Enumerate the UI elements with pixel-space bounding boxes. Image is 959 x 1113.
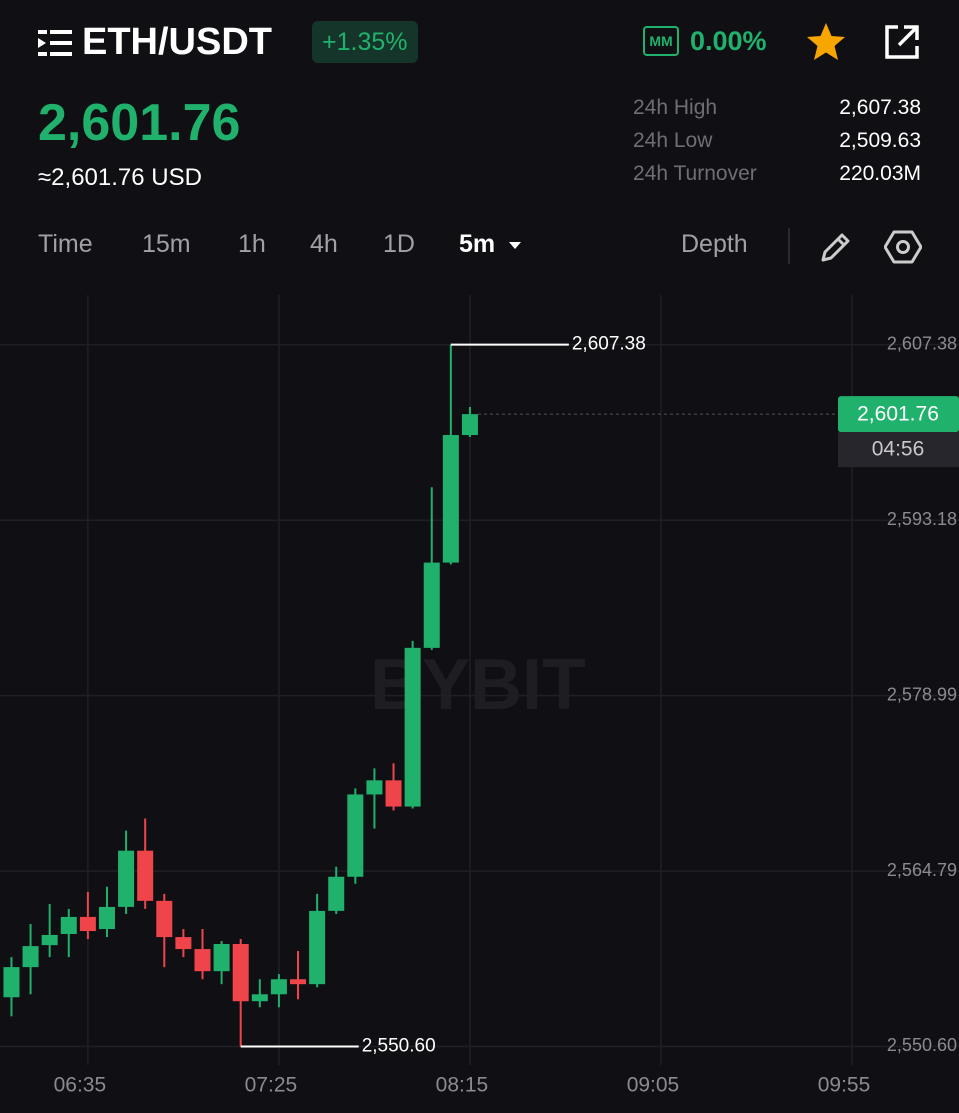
- candle-body: [423, 562, 440, 648]
- usd-price: ≈2,601.76 USD: [38, 164, 202, 191]
- countdown-box: [838, 432, 959, 468]
- candle-body: [137, 850, 154, 901]
- candle-body: [385, 780, 402, 807]
- watermark: BYBIT: [370, 645, 586, 725]
- change-badge: +1.35%: [312, 21, 418, 63]
- candle-body: [22, 946, 39, 968]
- mm-badge[interactable]: MM: [643, 26, 679, 56]
- candle-body: [41, 934, 58, 946]
- countdown: 04:56: [872, 438, 925, 461]
- candle-body: [347, 794, 364, 877]
- x-tick-label: 09:05: [627, 1074, 680, 1097]
- last-price-label: 2,601.76: [857, 403, 939, 426]
- y-tick-label: 2,564.79: [887, 860, 957, 880]
- timeframe-tab[interactable]: 4h: [310, 230, 338, 258]
- timeframe-tab[interactable]: 1D: [383, 230, 415, 258]
- separator: [788, 228, 790, 264]
- favorite-star[interactable]: [804, 21, 848, 63]
- timeframe-tab[interactable]: 1h: [238, 230, 266, 258]
- candle-body: [309, 910, 326, 985]
- mm-value: 0.00%: [690, 26, 767, 56]
- menu-icon[interactable]: [38, 30, 72, 56]
- y-tick-label: 2,607.38: [887, 333, 957, 353]
- candle-body: [290, 979, 307, 985]
- x-tick-label: 06:35: [54, 1074, 107, 1097]
- candle-body: [156, 900, 173, 938]
- candle-body: [270, 979, 287, 995]
- extreme-label: 2,550.60: [362, 1035, 436, 1056]
- candle-body: [251, 994, 268, 1002]
- candle-body: [118, 850, 135, 907]
- last-price-box: [838, 396, 959, 433]
- stat-label: 24h High: [633, 96, 718, 119]
- settings-icon[interactable]: [884, 229, 922, 265]
- timeframe-tab[interactable]: 15m: [142, 230, 191, 258]
- candle-body: [3, 967, 20, 998]
- timeframe-tab[interactable]: Time: [38, 230, 93, 258]
- candle-body: [461, 414, 478, 436]
- draw-icon[interactable]: [818, 229, 854, 265]
- stat-value: 2,607.38: [839, 96, 921, 119]
- candle-body: [232, 944, 249, 1002]
- candle-body: [175, 937, 192, 950]
- candle-body: [98, 906, 115, 930]
- y-tick-label: 2,578.99: [887, 684, 957, 704]
- candle-body: [213, 944, 230, 972]
- timeframe-tab[interactable]: 5m: [459, 230, 496, 258]
- candle-body: [404, 647, 421, 807]
- x-tick-label: 08:15: [436, 1074, 489, 1097]
- pair[interactable]: ETH/USDT: [82, 21, 272, 63]
- stat-value: 2,509.63: [839, 129, 921, 152]
- candle-body: [79, 916, 96, 932]
- timeframe-tab[interactable]: Depth: [681, 230, 748, 258]
- candle-body: [328, 876, 345, 911]
- candle-body: [442, 435, 459, 563]
- candle-body: [366, 780, 383, 795]
- x-tick-label: 09:55: [818, 1074, 871, 1097]
- y-tick-label: 2,593.18: [887, 509, 957, 529]
- stat-label: 24h Turnover: [633, 162, 757, 185]
- candle-body: [194, 949, 211, 972]
- last-price: 2,601.76: [38, 94, 241, 152]
- stat-value: 220.03M: [839, 162, 921, 185]
- x-tick-label: 07:25: [245, 1074, 298, 1097]
- dropdown-caret[interactable]: [508, 241, 522, 251]
- extreme-label: 2,607.38: [572, 334, 646, 355]
- y-tick-label: 2,550.60: [887, 1035, 957, 1055]
- candle-body: [60, 916, 77, 934]
- stat-label: 24h Low: [633, 129, 713, 152]
- share-icon[interactable]: [882, 22, 922, 62]
